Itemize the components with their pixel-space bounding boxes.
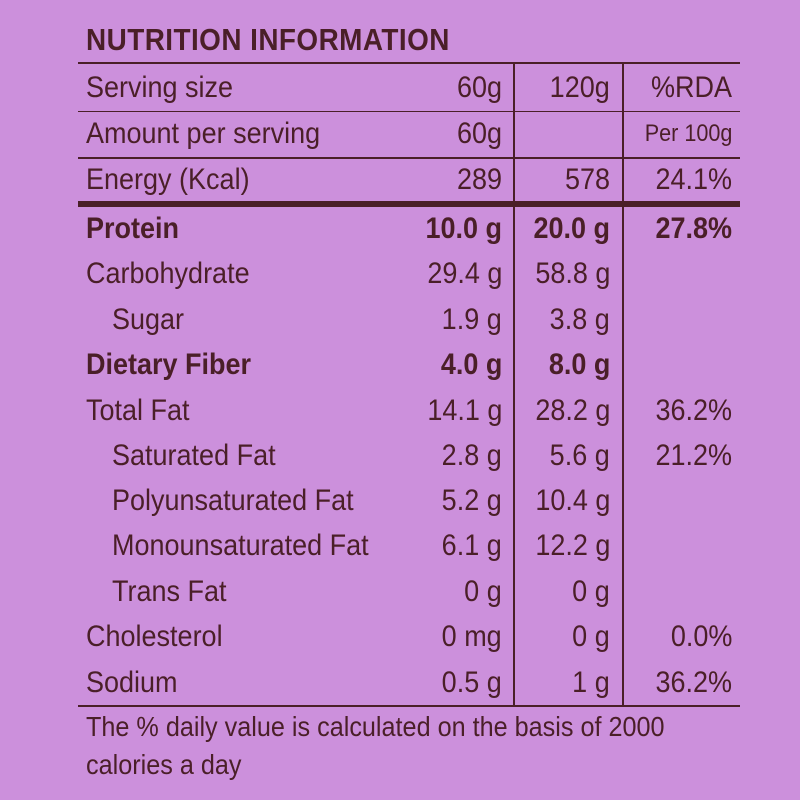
row-label: Cholesterol: [86, 620, 223, 653]
nutrient-row: Protein 10.0 g 20.0 g 27.8%: [0, 207, 800, 251]
double-serving-value: 58.8 g: [534, 257, 610, 290]
row-label: Carbohydrate: [86, 257, 250, 290]
row-label: Sodium: [86, 666, 178, 699]
double-serving-value: 0 g: [572, 575, 610, 608]
row-label: Saturated Fat: [112, 439, 276, 472]
nutrient-row: Monounsaturated Fat 6.1 g 12.2 g: [0, 524, 800, 568]
rda-value: %RDA: [650, 71, 732, 104]
rda-value: 27.8%: [655, 212, 732, 245]
nutrient-row: Cholesterol 0 mg 0 g 0.0%: [0, 615, 800, 659]
column-divider-1: [513, 62, 515, 705]
row-label: Total Fat: [86, 394, 190, 427]
column-divider-2: [622, 62, 624, 705]
per-serving-value: 2.8 g: [441, 439, 502, 472]
nutrient-row: Polyunsaturated Fat 5.2 g 10.4 g: [0, 479, 800, 523]
nutrient-row: Trans Fat 0 g 0 g: [0, 570, 800, 614]
per-serving-value: 14.1 g: [426, 394, 502, 427]
nutrient-row: Carbohydrate 29.4 g 58.8 g: [0, 252, 800, 296]
per-serving-value: 29.4 g: [426, 257, 502, 290]
double-serving-value: 28.2 g: [534, 394, 610, 427]
row-label: Protein: [86, 212, 180, 245]
rda-value: 36.2%: [655, 666, 732, 699]
panel-title: NUTRITION INFORMATION: [86, 22, 450, 57]
per-serving-value: 0.5 g: [441, 666, 502, 699]
nutrient-row: Saturated Fat 2.8 g 5.6 g 21.2%: [0, 434, 800, 478]
row-label: Sugar: [112, 303, 185, 336]
rule-top: [78, 62, 740, 64]
daily-value-footnote: The % daily value is calculated on the b…: [86, 711, 665, 780]
per-serving-value: 0 g: [464, 575, 502, 608]
per-serving-value: 289: [456, 163, 502, 196]
double-serving-value: 578: [564, 163, 610, 196]
header-row: Amount per serving 60g Per 100g: [0, 112, 800, 156]
double-serving-value: 20.0 g: [533, 212, 610, 245]
header-row: Energy (Kcal) 289 578 24.1%: [0, 158, 800, 202]
row-label: Dietary Fiber: [86, 348, 252, 381]
rda-value: Per 100g: [644, 120, 732, 147]
double-serving-value: 10.4 g: [534, 484, 610, 517]
nutrient-row: Sodium 0.5 g 1 g 36.2%: [0, 661, 800, 705]
rule-bottom: [78, 705, 740, 707]
per-serving-value: 0 mg: [441, 620, 502, 653]
nutrient-row: Total Fat 14.1 g 28.2 g 36.2%: [0, 389, 800, 433]
nutrient-row: Dietary Fiber 4.0 g 8.0 g: [0, 343, 800, 387]
per-serving-value: 10.0 g: [425, 212, 502, 245]
row-label: Energy (Kcal): [86, 163, 250, 196]
row-label: Trans Fat: [112, 575, 227, 608]
per-serving-value: 6.1 g: [441, 529, 502, 562]
per-serving-value: 60g: [456, 117, 502, 150]
double-serving-value: 12.2 g: [534, 529, 610, 562]
row-label: Monounsaturated Fat: [112, 529, 369, 562]
row-label: Amount per serving: [86, 117, 321, 150]
rda-value: 24.1%: [655, 163, 732, 196]
double-serving-value: 0 g: [572, 620, 610, 653]
per-serving-value: 4.0 g: [440, 348, 502, 381]
row-label: Serving size: [86, 71, 234, 104]
row-label: Polyunsaturated Fat: [112, 484, 354, 517]
rule-energy: [78, 157, 740, 159]
header-row: Serving size 60g 120g %RDA: [0, 66, 800, 110]
rda-value: 21.2%: [655, 439, 732, 472]
double-serving-value: 8.0 g: [548, 348, 610, 381]
double-serving-value: 1 g: [572, 666, 610, 699]
rda-value: 0.0%: [670, 620, 732, 653]
double-serving-value: 5.6 g: [549, 439, 610, 472]
per-serving-value: 5.2 g: [441, 484, 502, 517]
double-serving-value: 3.8 g: [549, 303, 610, 336]
nutrient-row: Sugar 1.9 g 3.8 g: [0, 298, 800, 342]
rule-serving: [78, 111, 740, 112]
double-serving-value: 120g: [549, 71, 610, 104]
rda-value: 36.2%: [655, 394, 732, 427]
per-serving-value: 1.9 g: [441, 303, 502, 336]
per-serving-value: 60g: [456, 71, 502, 104]
rule-nutrients: [78, 201, 740, 207]
